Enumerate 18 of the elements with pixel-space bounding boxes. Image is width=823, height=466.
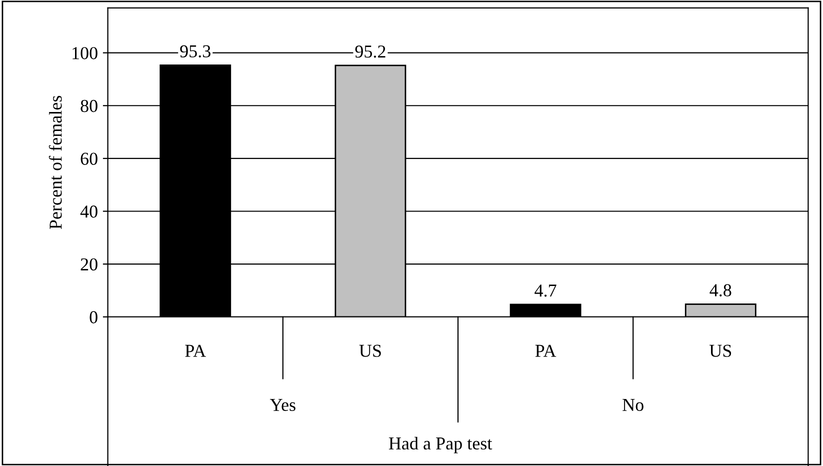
- x-axis-title: Had a Pap test: [388, 436, 492, 454]
- x-tick-label: PA: [535, 344, 556, 357]
- data-label: 95.3: [180, 45, 210, 58]
- y-tick-label: 40: [80, 206, 98, 218]
- y-axis-title: Percent of females: [48, 96, 62, 230]
- y-tick-label: 80: [80, 100, 98, 112]
- data-label: 4.7: [534, 284, 556, 297]
- x-tick-label: US: [709, 344, 732, 357]
- text: No: [622, 398, 644, 411]
- x-tick-label: PA: [185, 344, 206, 357]
- data-label: 95.2: [355, 46, 386, 58]
- text: Yes: [270, 398, 296, 411]
- y-tick-label: 100: [72, 47, 98, 60]
- y-tick-label: 60: [80, 152, 98, 165]
- x-tick-label: US: [359, 344, 381, 357]
- y-tick-label: 0: [90, 311, 98, 324]
- y-tick-label: 20: [80, 258, 98, 271]
- data-label: 4.8: [710, 284, 732, 296]
